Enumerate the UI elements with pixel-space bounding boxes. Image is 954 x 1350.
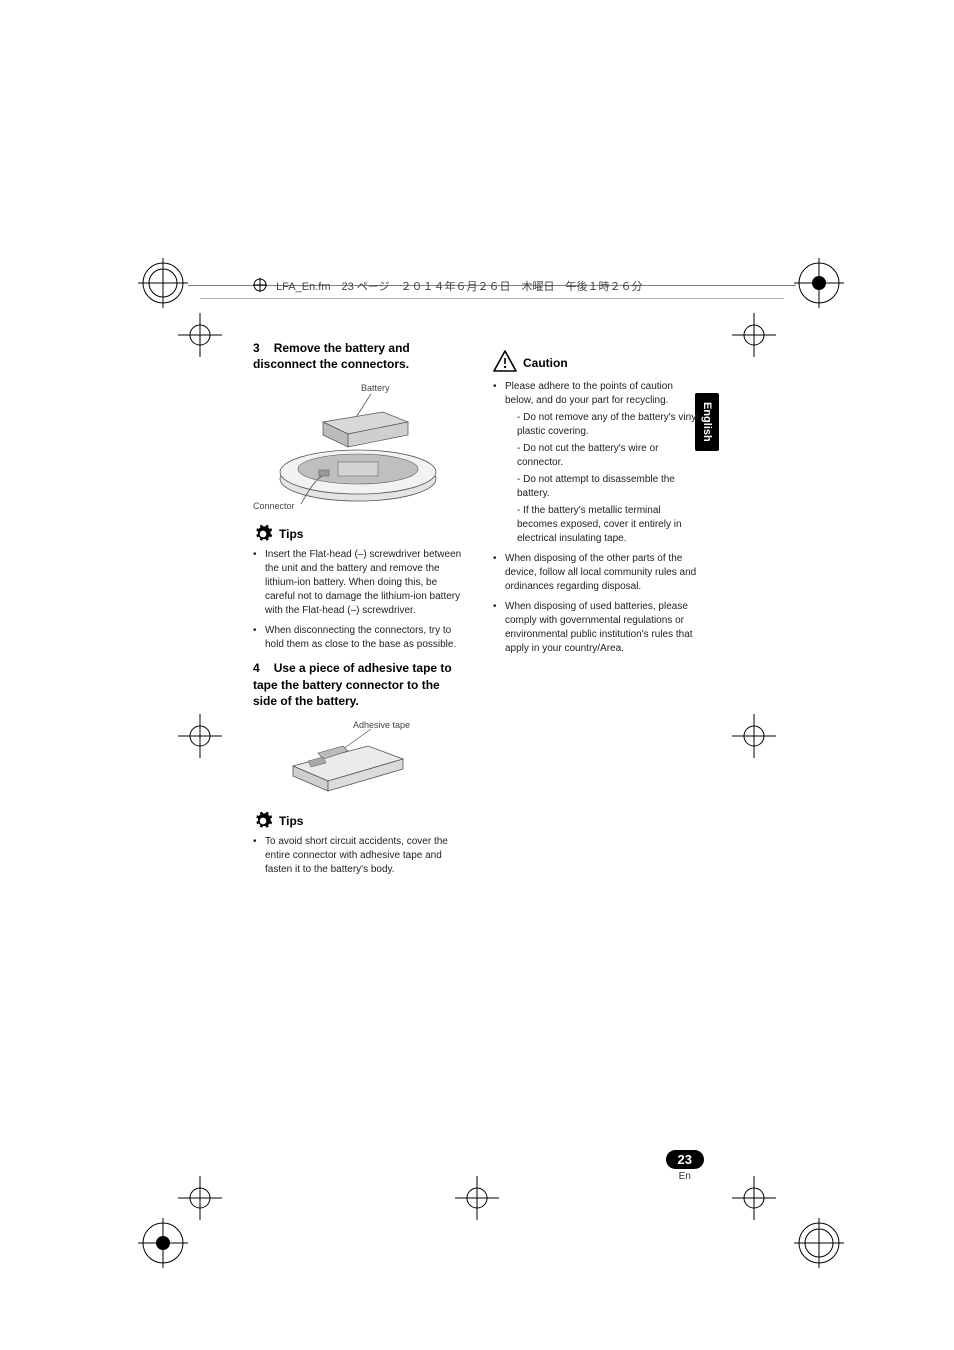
crosshair-icon	[178, 1176, 222, 1220]
tips-list: Insert the Flat-head (–) screwdriver bet…	[253, 548, 463, 652]
gear-icon	[253, 524, 273, 544]
tips-list: To avoid short circuit accidents, cover …	[253, 835, 463, 877]
registration-mark-icon	[138, 258, 188, 308]
registration-mark-icon	[138, 1218, 188, 1268]
sub-item: - If the battery's metallic terminal bec…	[505, 504, 703, 546]
right-column: Caution Please adhere to the points of c…	[493, 340, 703, 662]
step-number: 4	[253, 661, 260, 675]
page-number: 23	[666, 1150, 704, 1169]
step-number: 3	[253, 341, 260, 355]
warning-triangle-icon	[493, 350, 517, 376]
header-mark-icon	[253, 278, 267, 292]
sub-item: - Do not attempt to disassemble the batt…	[505, 473, 703, 501]
sub-text: Do not attempt to disassemble the batter…	[517, 474, 675, 499]
step-3-heading: 3Remove the battery and disconnect the c…	[253, 340, 463, 372]
step-title: Use a piece of adhesive tape to tape the…	[253, 661, 452, 707]
caution-text: Please adhere to the points of caution b…	[505, 381, 673, 406]
sub-text: If the battery's metallic terminal becom…	[517, 505, 682, 544]
label-connector: Connector	[253, 500, 295, 512]
caution-label: Caution	[523, 355, 568, 371]
crosshair-icon	[455, 1176, 499, 1220]
registration-mark-icon	[794, 1218, 844, 1268]
list-item: When disconnecting the connectors, try t…	[253, 624, 463, 652]
caution-heading: Caution	[493, 350, 703, 376]
crosshair-icon	[732, 313, 776, 357]
crosshair-icon	[178, 714, 222, 758]
sub-text: Do not cut the battery's wire or connect…	[517, 443, 658, 468]
tips-heading: Tips	[253, 811, 463, 831]
reg-line	[200, 298, 784, 299]
list-item: To avoid short circuit accidents, cover …	[253, 835, 463, 877]
header-text: LFA_En.fm 23 ページ ２０１４年６月２６日 木曜日 午後１時２６分	[276, 281, 642, 293]
header-metadata: LFA_En.fm 23 ページ ２０１４年６月２６日 木曜日 午後１時２６分	[253, 276, 643, 294]
device-illustration-icon	[253, 382, 453, 512]
page-content: 3Remove the battery and disconnect the c…	[253, 340, 703, 883]
tips-label: Tips	[279, 813, 303, 829]
left-column: 3Remove the battery and disconnect the c…	[253, 340, 463, 883]
tips-heading: Tips	[253, 524, 463, 544]
label-battery: Battery	[361, 382, 390, 394]
list-item: Insert the Flat-head (–) screwdriver bet…	[253, 548, 463, 618]
tips-label: Tips	[279, 526, 303, 542]
caution-list: Please adhere to the points of caution b…	[493, 380, 703, 656]
crosshair-icon	[178, 313, 222, 357]
registration-mark-icon	[794, 258, 844, 308]
label-adhesive-tape: Adhesive tape	[353, 719, 410, 731]
crosshair-icon	[732, 714, 776, 758]
step-title: Remove the battery and disconnect the co…	[253, 341, 410, 371]
list-item: When disposing of the other parts of the…	[493, 552, 703, 594]
gear-icon	[253, 811, 273, 831]
list-item: Please adhere to the points of caution b…	[493, 380, 703, 546]
sub-item: - Do not cut the battery's wire or conne…	[505, 442, 703, 470]
crosshair-icon	[732, 1176, 776, 1220]
step-4-heading: 4Use a piece of adhesive tape to tape th…	[253, 660, 463, 709]
sub-text: Do not remove any of the battery's vinyl…	[517, 412, 698, 437]
list-item: When disposing of used batteries, please…	[493, 600, 703, 656]
page-lang: En	[666, 1171, 704, 1182]
page-number-badge: 23 En	[666, 1150, 704, 1182]
figure-tape: Adhesive tape	[253, 719, 463, 799]
figure-battery-remove: Battery Connector	[253, 382, 463, 512]
sub-item: - Do not remove any of the battery's vin…	[505, 411, 703, 439]
